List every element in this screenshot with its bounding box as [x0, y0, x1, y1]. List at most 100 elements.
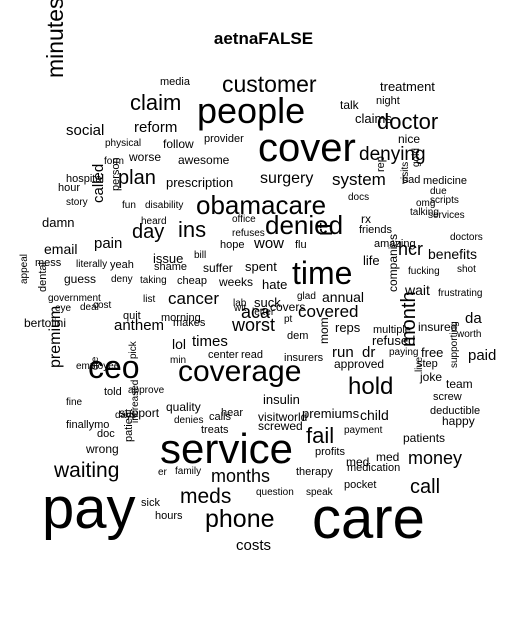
word-premiums: premiums: [302, 406, 360, 421]
word-bill: bill: [194, 250, 207, 261]
word-surgery: surgery: [260, 170, 314, 187]
word-wow: wow: [254, 235, 285, 252]
word-denying: denying: [359, 144, 426, 165]
word-approve: approve: [128, 385, 165, 396]
word-day: day: [132, 221, 165, 243]
word-rx: rx: [361, 212, 371, 226]
word-wrong: wrong: [86, 442, 119, 456]
word-customer: customer: [222, 71, 317, 97]
word-letter: letter: [252, 307, 275, 318]
word-supporting: supporting: [449, 321, 460, 368]
word-guess: guess: [64, 272, 97, 286]
word-insurers: insurers: [284, 352, 324, 364]
word-suffer: suffer: [203, 261, 233, 275]
word-waiting: waiting: [54, 459, 120, 482]
word-reform: reform: [134, 119, 178, 136]
word-hour: hour: [58, 182, 81, 194]
word-question: question: [256, 487, 294, 498]
word-wit: wit: [234, 303, 247, 314]
word-talking: talking: [410, 207, 439, 218]
word-wait: wait: [405, 282, 430, 298]
word-form: form: [104, 156, 124, 167]
word-mess: mess: [35, 257, 62, 269]
word-read: read: [241, 349, 264, 361]
word-multiple: multiple: [373, 324, 411, 336]
word-physical: physical: [105, 138, 142, 149]
word-social: social: [66, 122, 105, 139]
word-deny: deny: [111, 274, 133, 285]
word-money: money: [408, 448, 463, 468]
word-literally: literally: [76, 259, 108, 270]
word-time: time: [292, 255, 353, 291]
word-screw: screw: [433, 391, 462, 403]
word-glad: glad: [297, 291, 316, 302]
word-worth: worth: [457, 329, 482, 340]
word-omg: omg: [416, 198, 436, 209]
word-child: child: [360, 407, 389, 423]
word-docs: docs: [348, 192, 370, 203]
word-fucking: fucking: [408, 266, 440, 277]
word-weeks: weeks: [219, 275, 254, 289]
word-deductible: deductible: [430, 405, 481, 417]
word-due: due: [430, 186, 447, 197]
word-cheap: cheap: [177, 275, 207, 287]
word-benefits: benefits: [428, 246, 478, 262]
word-days: days: [115, 410, 137, 421]
word-night: night: [376, 95, 400, 107]
word-told: told: [104, 386, 122, 398]
word-hcr: hcr: [398, 239, 424, 259]
word-cover: cover: [258, 126, 356, 170]
word-minutes: minutes: [42, 0, 68, 78]
word-anthem: anthem: [114, 317, 165, 334]
word-refused: refused: [372, 333, 416, 348]
word-paid: paid: [468, 347, 497, 364]
word-calls: calls: [209, 411, 232, 423]
word-min: min: [170, 355, 187, 366]
word-dem: dem: [287, 330, 309, 342]
word-companies: companies: [386, 233, 400, 292]
word-insured: insured: [418, 320, 458, 334]
word-team: team: [446, 377, 473, 391]
word-times: times: [192, 333, 228, 350]
word-media: media: [160, 76, 190, 88]
word-list: list: [143, 294, 156, 305]
word-doc: doc: [97, 428, 115, 440]
word-hold: hold: [348, 373, 394, 400]
word-plan: plan: [118, 167, 156, 189]
word-rt: rt: [312, 222, 337, 236]
word-speak: speak: [306, 487, 333, 498]
word-employee: employee: [76, 361, 120, 372]
word-suck: suck: [254, 295, 281, 310]
word-happy: happy: [442, 414, 475, 428]
word-appeal: appeal: [19, 253, 30, 284]
word-med: med: [346, 455, 370, 469]
word-pain: pain: [94, 235, 123, 252]
word-hours: hours: [155, 510, 183, 522]
word-family: family: [175, 466, 202, 477]
word-provider: provider: [204, 133, 244, 145]
word-worst: worst: [232, 315, 276, 335]
word-hear: hear: [221, 407, 244, 419]
word-hope: hope: [220, 239, 245, 251]
word-dr: dr: [362, 344, 376, 361]
word-claims: claims: [355, 111, 392, 126]
word-aca: aca: [241, 302, 271, 322]
word-bertolini: bertolini: [24, 316, 67, 330]
word-morning: morning: [161, 312, 201, 324]
word-profits: profits: [315, 446, 345, 458]
word-joke: joke: [420, 370, 443, 384]
word-email: email: [44, 241, 78, 257]
word-taking: taking: [140, 275, 167, 286]
word-pt: pt: [284, 314, 293, 325]
word-approved: approved: [334, 357, 385, 371]
word-amazing: amazing: [374, 238, 416, 250]
word-center: center: [208, 349, 239, 361]
word-med: med: [376, 450, 400, 464]
word-dental: dental: [37, 262, 49, 292]
word-issue: issue: [153, 251, 184, 266]
word-spent: spent: [245, 259, 277, 274]
word-people: people: [197, 90, 306, 131]
word-insulin: insulin: [263, 392, 300, 407]
word-service: service: [160, 425, 294, 472]
word-pick: pick: [128, 341, 139, 359]
